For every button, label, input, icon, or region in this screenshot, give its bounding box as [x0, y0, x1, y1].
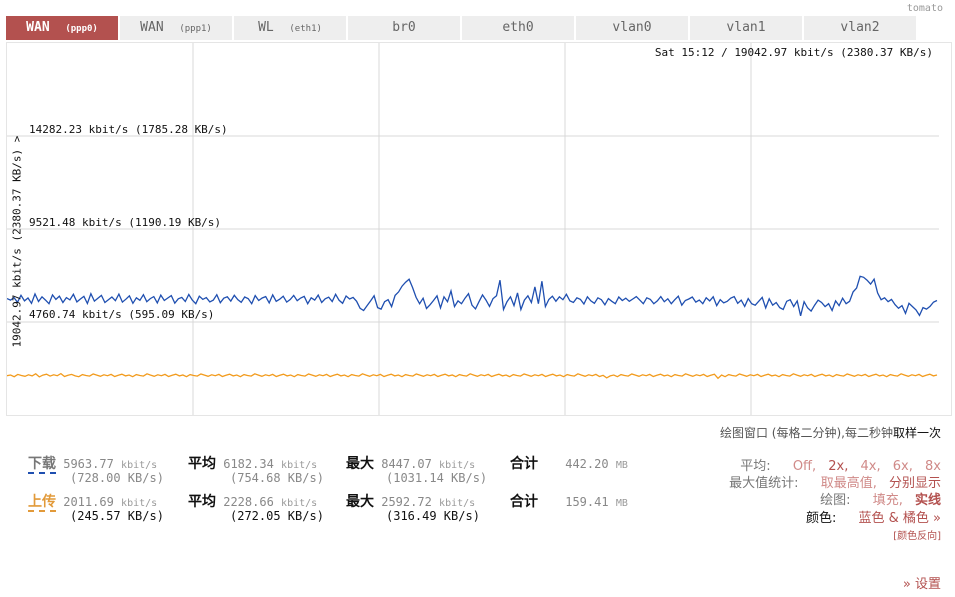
upload-max-sub: (316.49 KB/s): [386, 509, 480, 523]
max-option-highest[interactable]: 取最高值,: [820, 476, 877, 491]
download-avg-sub: (754.68 KB/s): [230, 471, 324, 485]
tab-wan-ppp0[interactable]: WAN (ppp0): [6, 16, 118, 40]
y-level-label-high: 14282.23 kbit/s (1785.28 KB/s): [29, 123, 228, 136]
upload-total-label: 合计: [510, 494, 538, 510]
download-label: 下载: [28, 456, 56, 474]
tab-vlan0[interactable]: vlan0: [576, 16, 688, 40]
tab-sub: (eth1): [289, 24, 322, 34]
download-max-unit: kbit/s: [439, 460, 476, 471]
tab-label: WL: [258, 20, 274, 35]
download-current-unit: kbit/s: [121, 460, 158, 471]
download-avg-sub-text: (754.68 KB/s): [230, 471, 324, 485]
tab-label: WAN: [26, 20, 50, 35]
tab-label: br0: [392, 20, 416, 35]
download-avg-unit: kbit/s: [281, 460, 318, 471]
download-total-value: 442.20: [565, 457, 609, 471]
upload-total-value: 159.41: [565, 495, 609, 509]
download-total: 合计 442.20 MB: [510, 453, 628, 473]
upload-max-sub-text: (316.49 KB/s): [386, 509, 480, 523]
draw-option-solid[interactable]: 实线: [914, 493, 941, 508]
draw-option-fill[interactable]: 填充,: [872, 493, 903, 508]
upload-current-sub-text: (245.57 KB/s): [70, 509, 164, 523]
upload-max-label: 最大: [346, 494, 374, 510]
upload-current-unit: kbit/s: [121, 498, 158, 509]
upload-total: 合计 159.41 MB: [510, 491, 628, 511]
upload-label: 上传: [28, 494, 56, 512]
tab-vlan1[interactable]: vlan1: [690, 16, 802, 40]
tab-label: vlan2: [840, 20, 880, 35]
max-option-separate[interactable]: 分别显示: [888, 476, 941, 491]
avg-control-label: 平均:: [740, 459, 771, 474]
upload-max-unit: kbit/s: [439, 498, 476, 509]
download-avg: 平均 6182.34 kbit/s: [188, 453, 317, 473]
sampling-info: 绘图窗口 (每格二分钟),每二秒钟取样一次: [720, 424, 941, 441]
tab-label: vlan1: [726, 20, 766, 35]
upload-max: 最大 2592.72 kbit/s: [346, 491, 475, 511]
upload-total-unit: MB: [615, 498, 628, 509]
download-avg-label: 平均: [188, 456, 216, 472]
y-level-label-mid: 9521.48 kbit/s (1190.19 KB/s): [29, 216, 222, 229]
download-avg-value: 6182.34: [223, 457, 274, 471]
avg-option-6x[interactable]: 6x,: [892, 459, 913, 474]
tab-vlan2[interactable]: vlan2: [804, 16, 916, 40]
download-current: 下载 5963.77 kbit/s: [28, 453, 158, 474]
upload-max-value: 2592.72: [381, 495, 432, 509]
tab-label: WAN: [140, 20, 164, 35]
y-level-label-low: 4760.74 kbit/s (595.09 KB/s): [29, 308, 215, 321]
avg-option-off[interactable]: Off,: [792, 459, 817, 474]
settings-link[interactable]: » 设置: [902, 577, 941, 592]
color-control: 颜色: 蓝色 & 橘色 »: [806, 507, 941, 526]
download-current-sub: (728.00 KB/s): [70, 471, 164, 485]
download-max: 最大 8447.07 kbit/s: [346, 453, 475, 473]
tab-eth0[interactable]: eth0: [462, 16, 574, 40]
brand-logo-text: tomato: [906, 3, 943, 14]
upload-avg: 平均 2228.66 kbit/s: [188, 491, 317, 511]
download-max-label: 最大: [346, 456, 374, 472]
upload-avg-sub: (272.05 KB/s): [230, 509, 324, 523]
download-current-value: 5963.77: [63, 457, 114, 471]
download-current-sub-text: (728.00 KB/s): [70, 471, 164, 485]
avg-option-8x[interactable]: 8x: [925, 459, 941, 474]
tab-label: eth0: [502, 20, 534, 35]
tab-label: vlan0: [612, 20, 652, 35]
graph-status-text: Sat 15:12 / 19042.97 kbit/s (2380.37 KB/…: [654, 46, 933, 59]
y-axis-title: 19042.97 kbit/s (2380.37 KB/s) >: [10, 135, 24, 348]
sampling-info-suffix: 取样一次: [892, 426, 941, 440]
avg-control: 平均: Off, 2x, 4x, 6x, 8x: [740, 455, 941, 474]
bandwidth-chart-svg: [7, 43, 939, 415]
avg-option-4x[interactable]: 4x,: [860, 459, 881, 474]
draw-control: 绘图: 填充, 实线: [820, 489, 941, 508]
download-series-line: [7, 275, 938, 317]
max-control: 最大值统计: 取最高值, 分别显示: [729, 472, 941, 491]
max-control-label: 最大值统计:: [729, 476, 799, 491]
avg-option-2x[interactable]: 2x,: [828, 459, 849, 474]
draw-control-label: 绘图:: [820, 493, 851, 508]
tab-sub: (ppp1): [179, 24, 212, 34]
tab-br0[interactable]: br0: [348, 16, 460, 40]
upload-current-sub: (245.57 KB/s): [70, 509, 164, 523]
color-scheme-link[interactable]: 蓝色 & 橘色 »: [858, 511, 942, 526]
download-max-sub: (1031.14 KB/s): [386, 471, 487, 485]
bandwidth-graph[interactable]: Sat 15:12 / 19042.97 kbit/s (2380.37 KB/…: [6, 42, 952, 416]
download-total-label: 合计: [510, 456, 538, 472]
tab-wan-ppp1[interactable]: WAN (ppp1): [120, 16, 232, 40]
download-total-unit: MB: [615, 460, 628, 471]
upload-series-line: [7, 372, 938, 380]
upload-current-value: 2011.69: [63, 495, 114, 509]
sampling-info-prefix: 绘图窗口 (每格二分钟),每二秒钟: [719, 426, 893, 440]
color-reverse-link[interactable]: [颜色反向]: [893, 531, 941, 542]
tab-wl-eth1[interactable]: WL (eth1): [234, 16, 346, 40]
download-max-value: 8447.07: [381, 457, 432, 471]
upload-avg-label: 平均: [188, 494, 216, 510]
upload-avg-sub-text: (272.05 KB/s): [230, 509, 324, 523]
tab-sub: (ppp0): [65, 24, 98, 34]
color-control-label: 颜色:: [805, 511, 837, 526]
upload-avg-value: 2228.66: [223, 495, 274, 509]
upload-current: 上传 2011.69 kbit/s: [28, 491, 158, 512]
upload-avg-unit: kbit/s: [281, 498, 318, 509]
download-max-sub-text: (1031.14 KB/s): [386, 471, 488, 485]
